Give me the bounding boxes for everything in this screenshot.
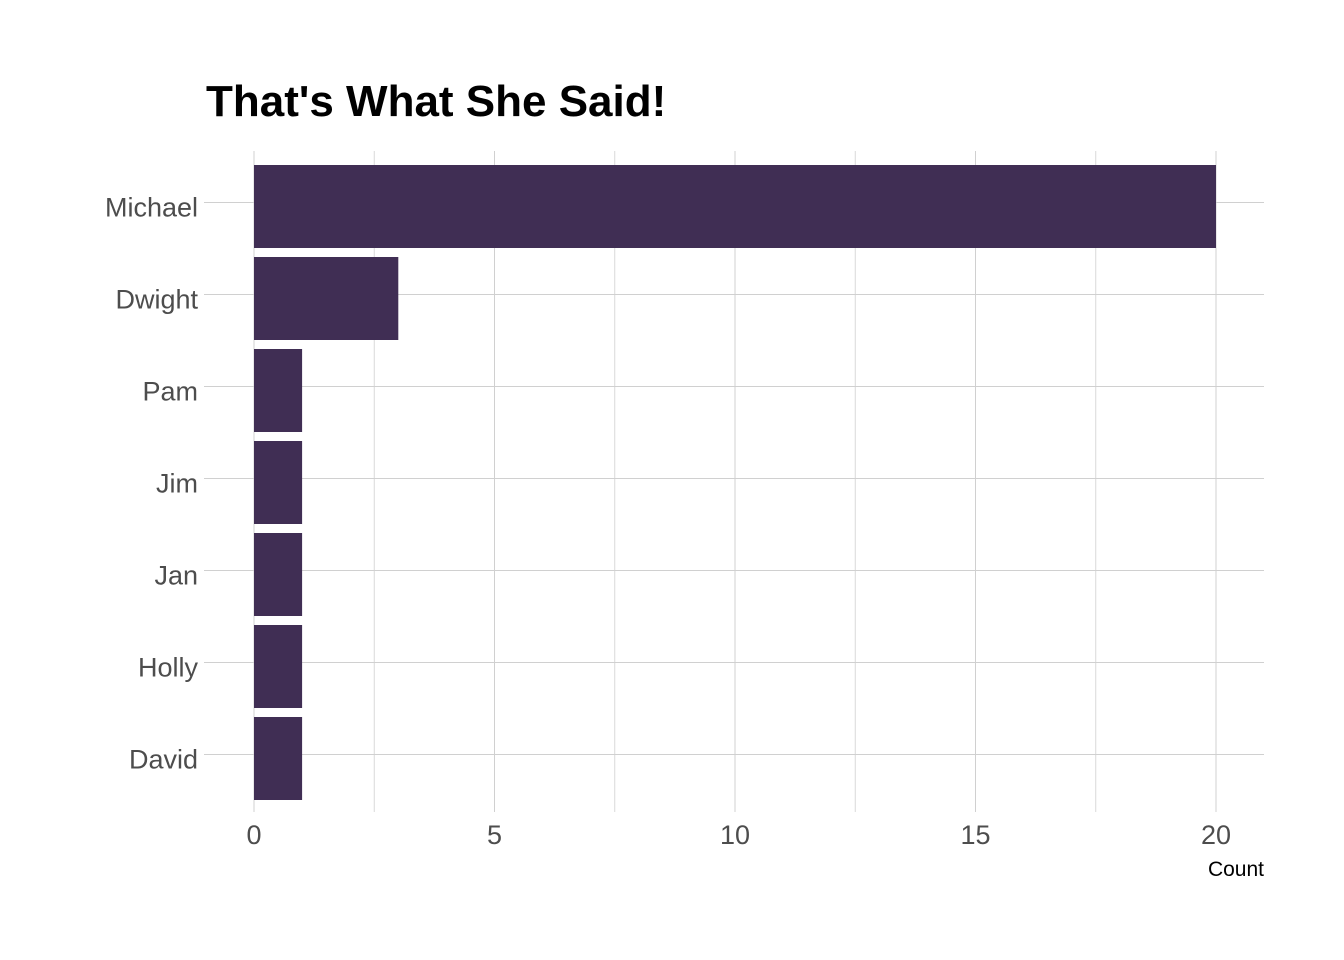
x-tick-labels: 0 5 10 15 20 <box>246 820 1231 850</box>
bar-holly <box>254 625 303 708</box>
bar-jim <box>254 441 303 524</box>
x-tick-label: 15 <box>960 820 990 850</box>
category-label: Pam <box>142 377 198 407</box>
x-tick-label: 0 <box>246 820 261 850</box>
category-labels: Michael Dwight Pam Jim Jan Holly David <box>105 193 199 775</box>
category-label: Jan <box>154 561 198 591</box>
bar-pam <box>254 349 303 432</box>
x-tick-label: 10 <box>720 820 750 850</box>
category-label: Holly <box>138 653 199 683</box>
x-axis-title: Count <box>1208 858 1264 881</box>
bar-jan <box>254 533 303 616</box>
grid-lines <box>204 151 1264 812</box>
x-tick-label: 5 <box>487 820 502 850</box>
category-label: Michael <box>105 193 198 223</box>
bars <box>254 165 1216 800</box>
chart-title: That's What She Said! <box>206 77 666 126</box>
bar-david <box>254 717 303 800</box>
category-label: David <box>129 745 198 775</box>
bar-dwight <box>254 257 399 340</box>
bar-michael <box>254 165 1216 248</box>
category-label: Dwight <box>115 285 198 315</box>
x-tick-label: 20 <box>1201 820 1231 850</box>
category-label: Jim <box>156 469 198 499</box>
